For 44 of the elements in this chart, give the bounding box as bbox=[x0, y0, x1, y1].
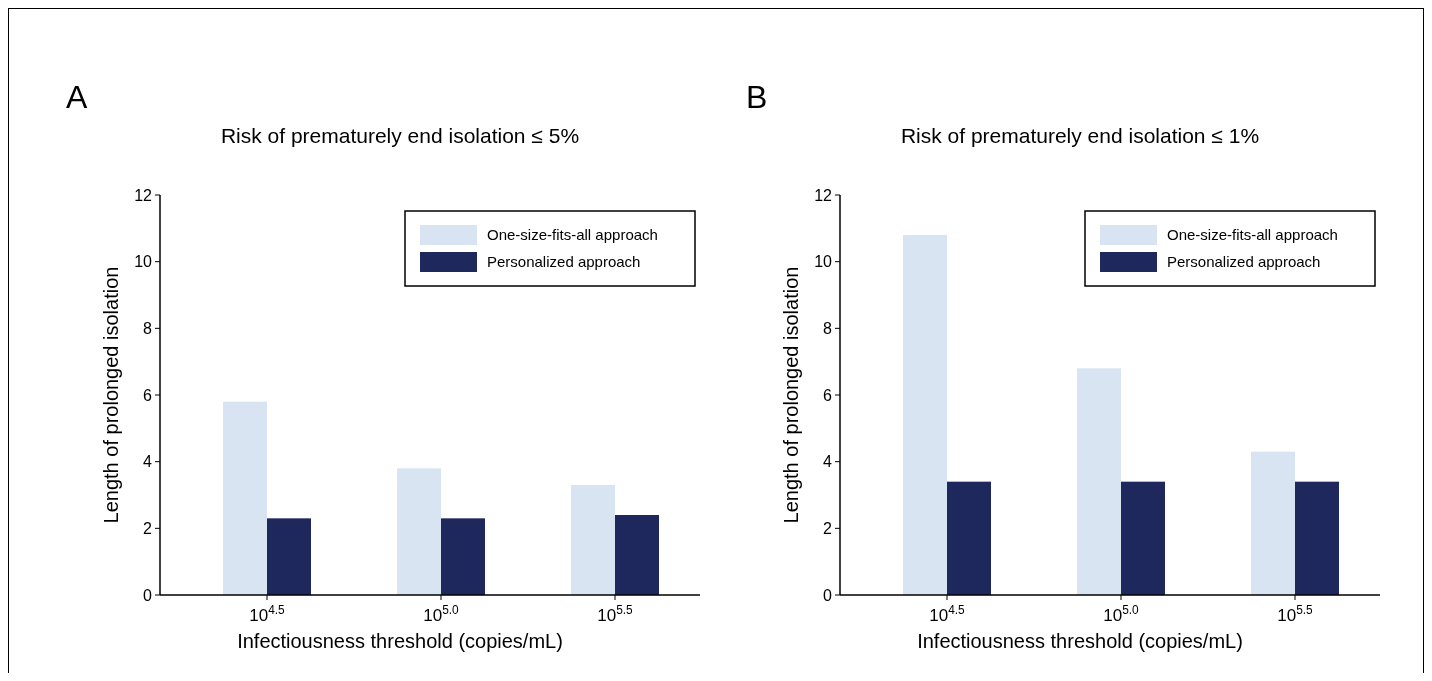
y-tick-label: 8 bbox=[143, 319, 153, 337]
bar bbox=[1077, 368, 1121, 595]
y-tick-label: 10 bbox=[134, 253, 153, 271]
y-tick-label: 10 bbox=[814, 253, 833, 271]
x-tick-label: 10$^{5.5}$ bbox=[597, 603, 634, 625]
x-tick-label: 10$^{4.5}$ bbox=[249, 603, 286, 625]
bar bbox=[947, 481, 991, 595]
y-tick-label: 12 bbox=[134, 186, 153, 204]
legend-label: Personalized approach bbox=[487, 253, 641, 271]
text: A bbox=[66, 79, 88, 115]
x-tick-label: 10$^{5.0}$ bbox=[423, 603, 460, 625]
y-tick-label: 0 bbox=[143, 586, 153, 604]
x-tick-label: 10$^{5.5}$ bbox=[1277, 603, 1314, 625]
bar bbox=[1121, 481, 1165, 595]
legend-label: Personalized approach bbox=[1167, 253, 1321, 271]
y-axis-title: Length of prolonged isolation bbox=[780, 266, 802, 524]
y-tick-label: 6 bbox=[823, 386, 833, 404]
chart-title: Risk of prematurely end isolation ≤ 1% bbox=[900, 124, 1260, 147]
bar bbox=[1295, 481, 1339, 595]
y-tick-label: 12 bbox=[814, 186, 833, 204]
x-tick-label: 10$^{4.5}$ bbox=[929, 603, 966, 625]
legend-label: One-size-fits-all approach bbox=[1167, 226, 1338, 244]
bar bbox=[223, 401, 267, 595]
y-axis-title: Length of prolonged isolation bbox=[100, 266, 122, 524]
y-tick-label: 4 bbox=[823, 453, 833, 471]
legend-label: One-size-fits-all approach bbox=[487, 226, 658, 244]
bar bbox=[615, 515, 659, 595]
x-axis-title: Infectiousness threshold (copies/mL) bbox=[917, 630, 1243, 652]
y-tick-label: 6 bbox=[143, 386, 153, 404]
y-tick-label: 2 bbox=[143, 519, 153, 537]
bar bbox=[571, 485, 615, 595]
text: B bbox=[746, 79, 768, 115]
x-tick-label: 10$^{5.0}$ bbox=[1103, 603, 1140, 625]
chart-title: Risk of prematurely end isolation ≤ 5% bbox=[220, 124, 580, 147]
y-tick-label: 2 bbox=[823, 519, 833, 537]
bar bbox=[267, 518, 311, 595]
bar bbox=[903, 235, 947, 595]
x-axis-title: Infectiousness threshold (copies/mL) bbox=[237, 630, 563, 652]
y-tick-label: 4 bbox=[143, 453, 153, 471]
bar bbox=[441, 518, 485, 595]
bar bbox=[397, 468, 441, 595]
bar bbox=[1251, 451, 1295, 595]
y-tick-label: 0 bbox=[823, 586, 833, 604]
y-tick-label: 8 bbox=[823, 319, 833, 337]
